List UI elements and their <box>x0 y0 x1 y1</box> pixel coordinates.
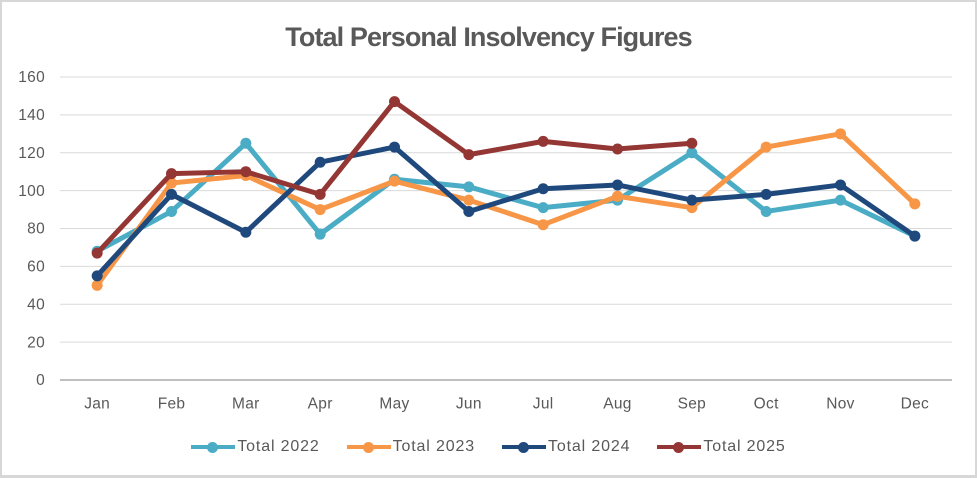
y-tick-label: 120 <box>18 145 45 162</box>
series-point-total-2025 <box>314 188 326 200</box>
legend: Total 2022 Total 2023 Total 2024 Total 2… <box>0 438 977 456</box>
chart-border-right <box>975 0 977 478</box>
series-point-total-2025 <box>240 166 252 178</box>
y-tick-label: 0 <box>36 372 45 389</box>
x-tick-label: Feb <box>158 396 186 413</box>
x-tick-label: May <box>379 396 409 413</box>
series-point-total-2023 <box>91 279 103 291</box>
legend-marker-total-2022 <box>191 441 236 453</box>
legend-item-total-2025: Total 2025 <box>657 438 785 456</box>
y-tick-label: 160 <box>18 69 45 86</box>
series-point-total-2023 <box>389 175 400 187</box>
series-point-total-2024 <box>537 183 549 195</box>
chart-title: Total Personal Insolvency Figures <box>285 22 692 52</box>
series-point-total-2022 <box>835 194 846 206</box>
chart-border-left <box>0 0 2 478</box>
x-tick-label: Aug <box>603 396 631 413</box>
legend-marker-total-2024 <box>502 441 546 453</box>
series-point-total-2023 <box>909 198 921 210</box>
legend-item-total-2023: Total 2023 <box>346 438 475 456</box>
series-point-total-2022 <box>166 205 177 217</box>
x-tick-label: Nov <box>826 396 854 413</box>
series-point-total-2024 <box>686 194 698 206</box>
series-point-total-2024 <box>760 188 772 200</box>
series-point-total-2024 <box>909 230 921 242</box>
series-point-total-2023 <box>537 219 549 231</box>
series-point-total-2025 <box>91 247 103 259</box>
series-point-total-2022 <box>686 147 698 159</box>
x-tick-label: Dec <box>901 396 929 413</box>
series-line-total-2023 <box>94 131 918 288</box>
series-point-total-2024 <box>240 226 252 238</box>
series-point-total-2024 <box>463 205 475 217</box>
series-point-total-2025 <box>686 137 698 149</box>
chart-border-bottom <box>0 475 977 478</box>
series-point-total-2022 <box>537 202 549 214</box>
series-point-total-2024 <box>389 141 400 153</box>
series-point-total-2023 <box>612 190 623 202</box>
x-tick-label: Jul <box>533 396 554 413</box>
x-tick-label: Jan <box>84 396 110 413</box>
series-point-total-2022 <box>760 205 772 217</box>
series-point-total-2023 <box>686 202 698 214</box>
x-tick-label: Jun <box>456 396 482 413</box>
series-point-total-2024 <box>314 156 326 168</box>
series-point-total-2025 <box>612 143 623 155</box>
y-tick-label: 60 <box>27 259 45 276</box>
x-tick-label: Apr <box>308 396 333 413</box>
legend-marker-total-2025 <box>657 441 702 453</box>
y-tick-label: 80 <box>27 221 45 238</box>
series-point-total-2023 <box>166 177 177 189</box>
x-tick-label: Mar <box>232 396 260 413</box>
legend-label-total-2023: Total 2023 <box>392 438 475 455</box>
series-point-total-2023 <box>463 194 475 206</box>
y-tick-label: 20 <box>27 334 45 351</box>
series-point-total-2022 <box>314 228 326 240</box>
series-point-total-2022 <box>463 181 475 193</box>
series-point-total-2025 <box>463 149 475 161</box>
legend-label-total-2025: Total 2025 <box>703 438 786 455</box>
legend-item-total-2022: Total 2022 <box>191 438 319 456</box>
series-point-total-2024 <box>835 179 846 191</box>
series-point-total-2023 <box>314 204 326 216</box>
legend-marker-total-2023 <box>346 441 391 453</box>
legend-label-total-2022: Total 2022 <box>237 438 320 455</box>
x-tick-label: Sep <box>678 396 706 413</box>
series-point-total-2023 <box>835 128 846 140</box>
series-point-total-2024 <box>91 270 103 282</box>
series-point-total-2024 <box>166 188 177 200</box>
y-tick-label: 40 <box>27 296 45 313</box>
chart-border-top <box>0 0 977 2</box>
y-tick-label: 140 <box>18 107 45 124</box>
legend-item-total-2024: Total 2024 <box>502 438 630 456</box>
x-tick-label: Oct <box>754 396 779 413</box>
series-point-total-2025 <box>537 135 549 147</box>
series-point-total-2023 <box>760 141 772 153</box>
series-point-total-2022 <box>240 137 252 149</box>
series-line-total-2024 <box>94 144 918 279</box>
series-point-total-2024 <box>612 179 623 191</box>
y-tick-label: 100 <box>18 183 45 200</box>
legend-label-total-2024: Total 2024 <box>548 438 631 455</box>
series-point-total-2025 <box>389 96 400 108</box>
series-point-total-2025 <box>166 168 177 180</box>
series-line-total-2022 <box>94 140 918 254</box>
